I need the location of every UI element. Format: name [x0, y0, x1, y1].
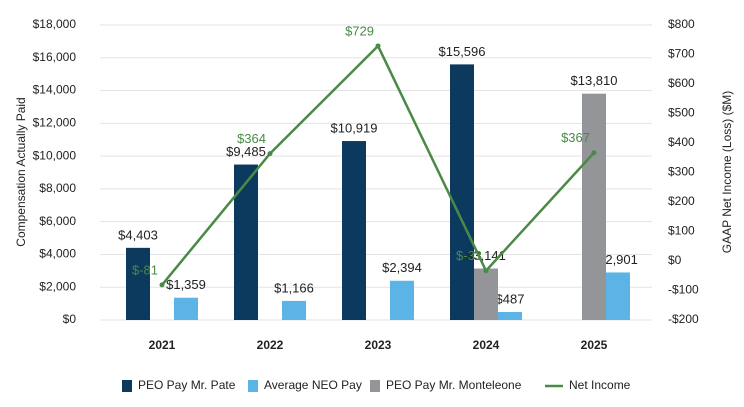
y-axis-title: Compensation Actually Paid: [14, 97, 28, 246]
y2-tick-label: $300: [668, 165, 695, 179]
bar: [606, 272, 630, 320]
line-point: [591, 150, 597, 156]
value-label: $15,596: [439, 44, 486, 59]
bar: [234, 164, 258, 320]
y-tick-label: $10,000: [33, 148, 77, 162]
y2-tick-label: $400: [668, 135, 695, 149]
y2-tick-label: $0: [668, 253, 682, 267]
bar: [390, 280, 414, 320]
legend-label: PEO Pay Mr. Monteleone: [386, 378, 522, 392]
value-label: $2,394: [382, 260, 422, 275]
bar: [474, 268, 498, 320]
bar: [282, 300, 306, 320]
x-tick-label: 2022: [257, 338, 284, 352]
value-label: $487: [496, 291, 525, 306]
legend-swatch: [122, 380, 132, 392]
legend-label: Average NEO Pay: [264, 378, 362, 392]
value-label: $367: [561, 130, 590, 145]
value-label: $10,919: [331, 120, 378, 135]
bar: [342, 141, 366, 320]
y2-tick-label: -$200: [668, 312, 699, 326]
y-tick-label: $4,000: [39, 247, 76, 261]
bar: [498, 312, 522, 320]
bar: [450, 64, 474, 320]
value-label: $364: [237, 131, 266, 146]
legend-swatch: [248, 380, 258, 392]
x-tick-label: 2025: [581, 338, 608, 352]
y2-axis-title: GAAP Net Income (Loss) ($M): [720, 91, 734, 254]
y-tick-label: $8,000: [39, 181, 76, 195]
value-label: $9,485: [226, 144, 266, 159]
x-tick-label: 2021: [149, 338, 176, 352]
y2-tick-label: $700: [668, 47, 695, 61]
y2-tick-label: $200: [668, 194, 695, 208]
value-label: $4,403: [118, 227, 158, 242]
y2-tick-label: $600: [668, 76, 695, 90]
line-point: [375, 43, 381, 49]
y2-tick-label: $100: [668, 224, 695, 238]
legend-swatch: [370, 380, 380, 392]
value-label: $729: [345, 23, 374, 38]
x-tick-label: 2024: [473, 338, 500, 352]
value-label: $2,901: [598, 252, 638, 267]
y2-tick-label: $800: [668, 17, 695, 31]
bar: [126, 247, 150, 320]
y-tick-label: $2,000: [39, 279, 76, 293]
value-label: $1,359: [166, 277, 206, 292]
y-tick-label: $16,000: [33, 50, 77, 64]
line: [161, 43, 595, 286]
line-point: [159, 282, 165, 288]
legend-label: PEO Pay Mr. Pate: [138, 378, 236, 392]
line-point: [267, 151, 273, 157]
legend-label: Net Income: [569, 378, 631, 392]
y-tick-label: $14,000: [33, 83, 77, 97]
line-point: [483, 268, 489, 274]
value-label: $-33: [456, 248, 482, 263]
y-tick-label: $12,000: [33, 116, 77, 130]
bar: [174, 297, 198, 320]
y2-tick-label: -$100: [668, 283, 699, 297]
x-tick-label: 2023: [365, 338, 392, 352]
y-tick-label: $18,000: [33, 17, 77, 31]
value-label: $-81: [132, 262, 158, 277]
value-label: $13,810: [571, 73, 618, 88]
y2-tick-label: $500: [668, 106, 695, 120]
value-label: $1,166: [274, 280, 314, 295]
y-tick-label: $6,000: [39, 214, 76, 228]
y-tick-label: $0: [63, 312, 77, 326]
bar: [582, 93, 606, 321]
